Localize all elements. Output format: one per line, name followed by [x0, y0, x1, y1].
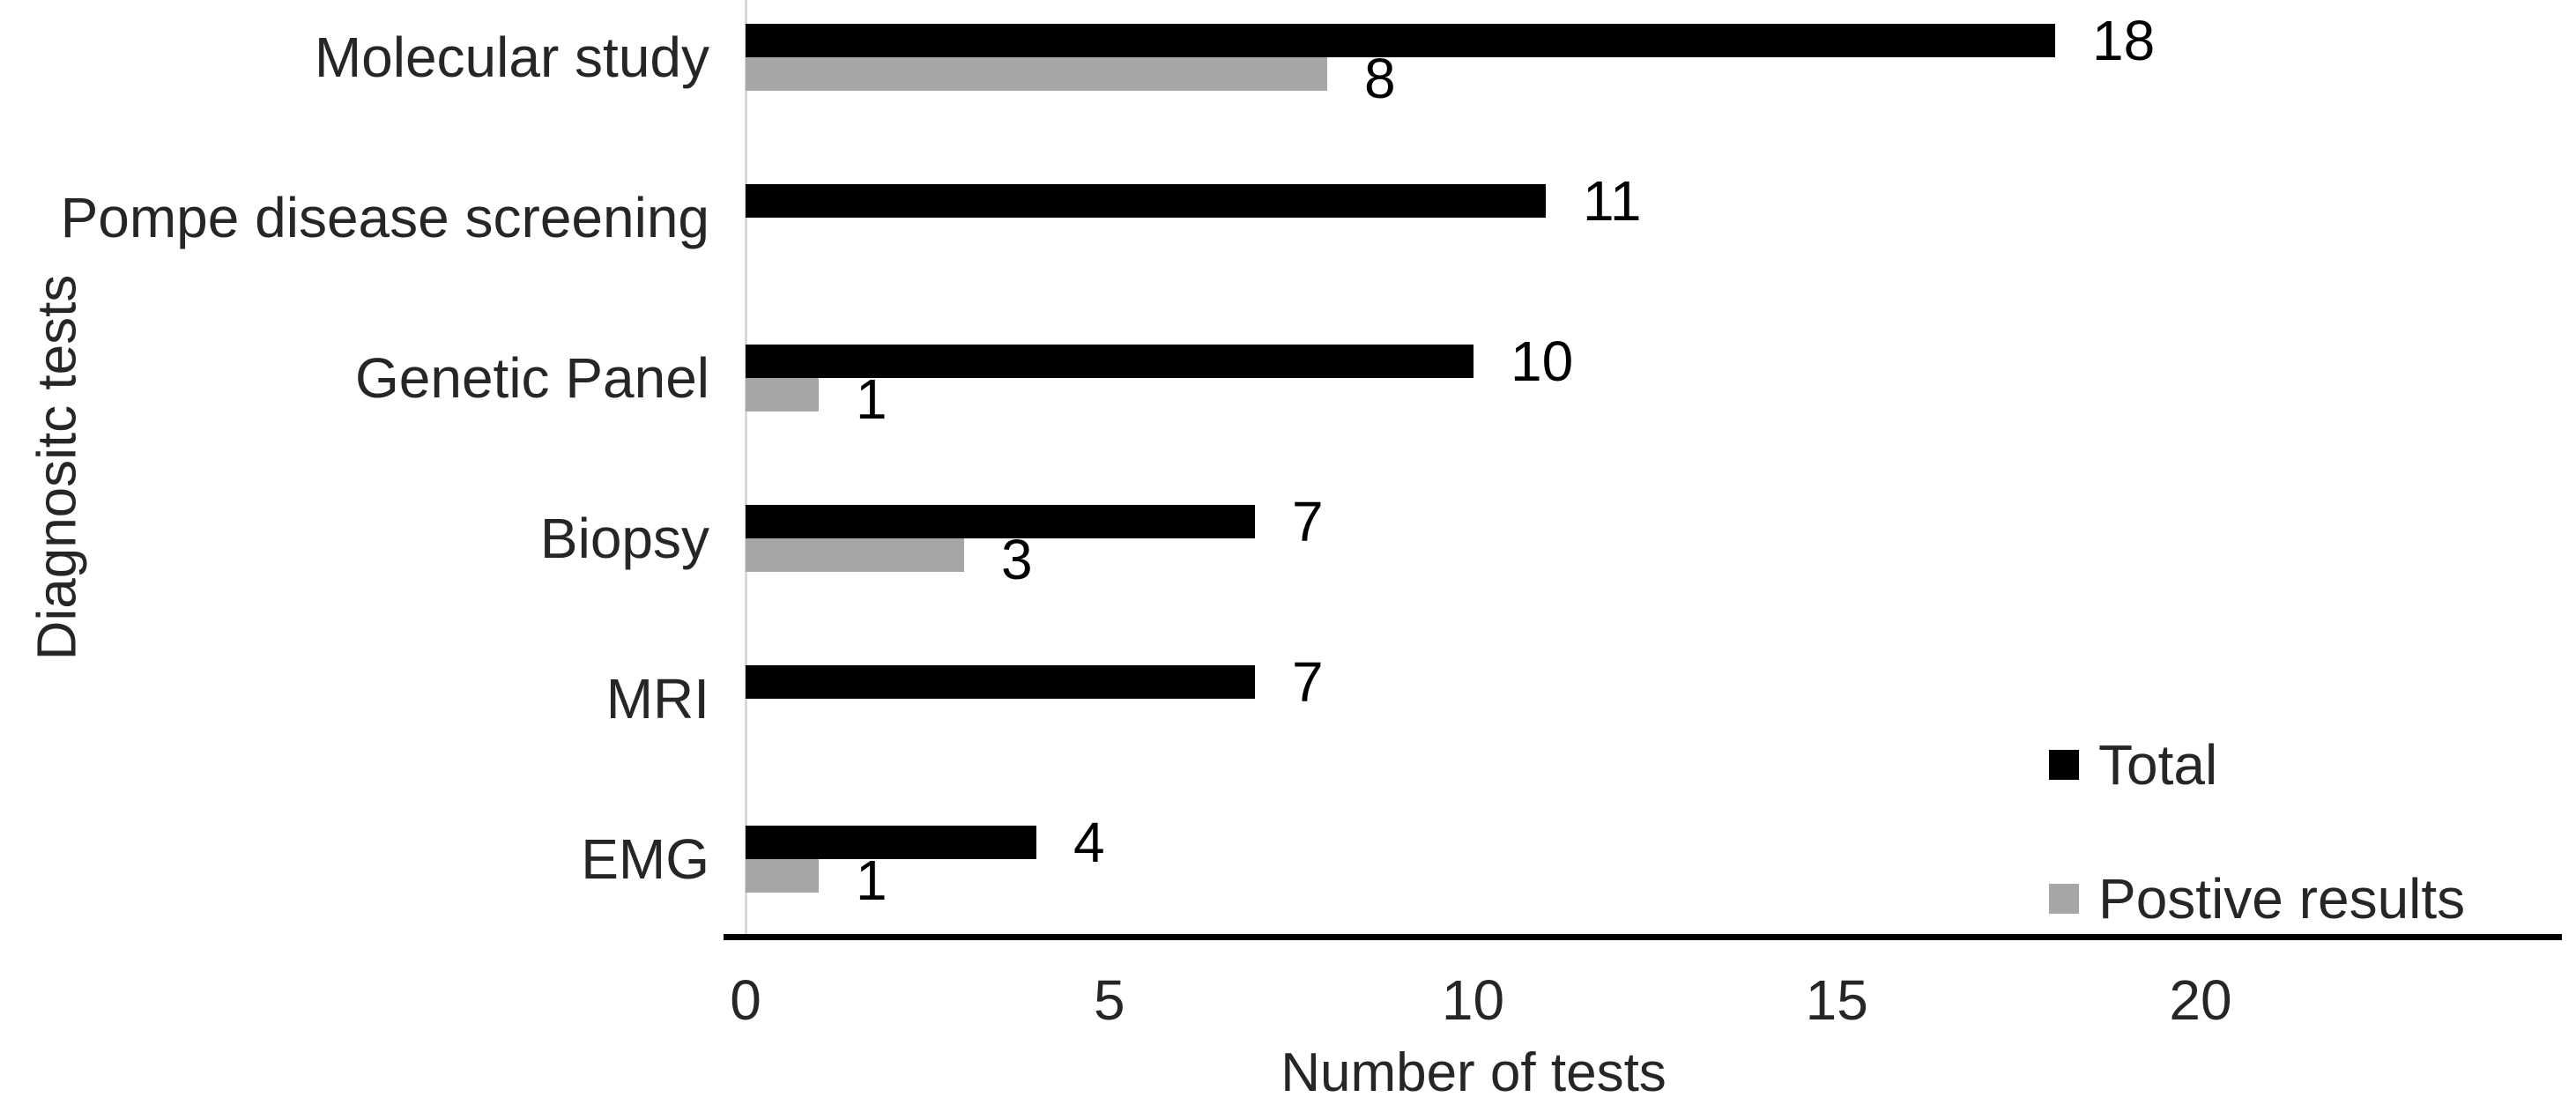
bar-total [746, 665, 1255, 699]
y-axis-line [745, 0, 747, 934]
x-tick-label: 10 [1441, 968, 1505, 1032]
category-label: Genetic Panel [354, 346, 709, 410]
bar-positive-results [746, 57, 1327, 91]
value-label-total: 7 [1292, 650, 1324, 714]
value-label-positive-results: 1 [856, 849, 887, 912]
bar-positive-results [746, 378, 819, 411]
y-axis-title: Diagnositc tests [26, 274, 88, 660]
legend-label: Postive results [2098, 867, 2466, 930]
category-label: Biopsy [539, 507, 709, 570]
value-label-positive-results: 3 [1001, 528, 1033, 591]
bar-total [746, 345, 1474, 378]
legend-item: Postive results [2049, 866, 2465, 931]
x-axis-title: Number of tests [1281, 1042, 1667, 1103]
value-label-total: 11 [1583, 169, 1642, 233]
category-label: MRI [605, 667, 709, 730]
legend-item: Total [2049, 732, 2217, 797]
x-tick-label: 20 [2169, 968, 2232, 1032]
bar-total [746, 505, 1255, 538]
bar-total [746, 184, 1546, 218]
value-label-positive-results: 1 [856, 367, 887, 431]
bar-total [746, 24, 2055, 57]
x-tick-label: 0 [730, 968, 761, 1032]
value-label-total: 18 [2092, 9, 2156, 72]
category-label: Pompe disease screening [60, 186, 709, 249]
legend-label: Total [2098, 733, 2218, 797]
value-label-positive-results: 8 [1364, 47, 1396, 110]
value-label-total: 4 [1073, 811, 1105, 874]
bar-positive-results [746, 859, 819, 893]
category-label: EMG [581, 827, 709, 891]
legend-swatch-icon [2049, 884, 2079, 914]
bar-positive-results [746, 538, 964, 572]
y-axis-title-wrap: Diagnositc tests [9, 0, 106, 934]
x-tick-label: 5 [1093, 968, 1125, 1032]
category-label: Molecular study [314, 26, 709, 89]
value-label-total: 7 [1292, 490, 1324, 553]
x-tick-label: 15 [1805, 968, 1868, 1032]
x-axis-line [724, 934, 2562, 940]
value-label-total: 10 [1511, 330, 1574, 393]
bar-total [746, 826, 1036, 859]
legend-swatch-icon [2049, 750, 2079, 780]
